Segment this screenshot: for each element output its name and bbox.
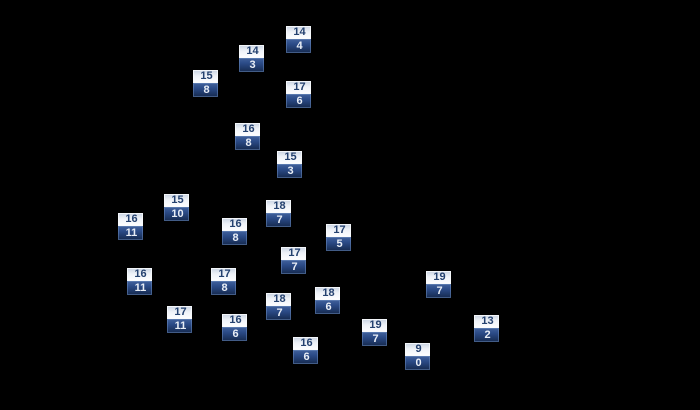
marker-top-value: 18 <box>266 200 291 213</box>
marker-top-value: 19 <box>426 271 451 284</box>
marker-bottom-value: 3 <box>239 58 264 72</box>
marker-top-value: 14 <box>239 45 264 58</box>
station-marker[interactable]: 16 8 <box>235 123 260 150</box>
marker-bottom-value: 8 <box>235 136 260 150</box>
station-marker[interactable]: 18 7 <box>266 293 291 320</box>
marker-top-value: 13 <box>474 315 499 328</box>
marker-bottom-value: 3 <box>277 164 302 178</box>
marker-bottom-value: 11 <box>127 281 152 295</box>
marker-bottom-value: 10 <box>164 207 189 221</box>
marker-top-value: 16 <box>293 337 318 350</box>
marker-bottom-value: 7 <box>426 284 451 298</box>
station-marker[interactable]: 13 2 <box>474 315 499 342</box>
marker-bottom-value: 5 <box>326 237 351 251</box>
station-marker[interactable]: 15 3 <box>277 151 302 178</box>
marker-bottom-value: 6 <box>222 327 247 341</box>
marker-top-value: 14 <box>286 26 311 39</box>
station-marker[interactable]: 16 11 <box>118 213 143 240</box>
station-marker[interactable]: 15 8 <box>193 70 218 97</box>
marker-top-value: 16 <box>127 268 152 281</box>
marker-bottom-value: 6 <box>286 94 311 108</box>
marker-bottom-value: 11 <box>167 319 192 333</box>
station-marker[interactable]: 19 7 <box>426 271 451 298</box>
marker-top-value: 17 <box>326 224 351 237</box>
station-marker[interactable]: 17 6 <box>286 81 311 108</box>
marker-top-value: 19 <box>362 319 387 332</box>
marker-bottom-value: 8 <box>222 231 247 245</box>
marker-bottom-value: 7 <box>362 332 387 346</box>
station-marker[interactable]: 17 5 <box>326 224 351 251</box>
station-marker[interactable]: 14 4 <box>286 26 311 53</box>
marker-bottom-value: 0 <box>405 356 430 370</box>
marker-top-value: 17 <box>286 81 311 94</box>
marker-top-value: 17 <box>281 247 306 260</box>
station-marker[interactable]: 17 8 <box>211 268 236 295</box>
marker-bottom-value: 7 <box>266 306 291 320</box>
station-marker[interactable]: 16 11 <box>127 268 152 295</box>
station-marker[interactable]: 16 8 <box>222 218 247 245</box>
marker-top-value: 15 <box>193 70 218 83</box>
station-marker[interactable]: 14 3 <box>239 45 264 72</box>
marker-bottom-value: 11 <box>118 226 143 240</box>
marker-top-value: 16 <box>222 218 247 231</box>
marker-top-value: 16 <box>222 314 247 327</box>
marker-bottom-value: 2 <box>474 328 499 342</box>
marker-bottom-value: 6 <box>315 300 340 314</box>
marker-bottom-value: 6 <box>293 350 318 364</box>
station-marker[interactable]: 17 11 <box>167 306 192 333</box>
station-marker[interactable]: 17 7 <box>281 247 306 274</box>
marker-bottom-value: 7 <box>266 213 291 227</box>
station-marker[interactable]: 19 7 <box>362 319 387 346</box>
marker-top-value: 18 <box>315 287 340 300</box>
marker-top-value: 9 <box>405 343 430 356</box>
station-marker[interactable]: 18 6 <box>315 287 340 314</box>
station-marker[interactable]: 18 7 <box>266 200 291 227</box>
marker-bottom-value: 8 <box>193 83 218 97</box>
marker-top-value: 17 <box>211 268 236 281</box>
station-marker[interactable]: 16 6 <box>293 337 318 364</box>
marker-top-value: 16 <box>235 123 260 136</box>
marker-bottom-value: 7 <box>281 260 306 274</box>
marker-top-value: 18 <box>266 293 291 306</box>
marker-top-value: 15 <box>164 194 189 207</box>
station-marker[interactable]: 15 10 <box>164 194 189 221</box>
station-marker[interactable]: 16 6 <box>222 314 247 341</box>
marker-bottom-value: 4 <box>286 39 311 53</box>
marker-bottom-value: 8 <box>211 281 236 295</box>
marker-top-value: 16 <box>118 213 143 226</box>
marker-top-value: 15 <box>277 151 302 164</box>
marker-top-value: 17 <box>167 306 192 319</box>
